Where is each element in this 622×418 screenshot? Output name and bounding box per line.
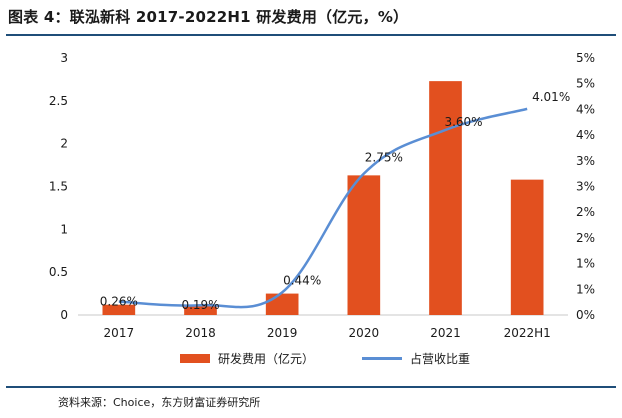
- line-data-label: 0.26%: [100, 295, 138, 309]
- legend-item-bar: 研发费用（亿元）: [180, 350, 314, 367]
- y-right-tick-label: 3%: [576, 154, 595, 168]
- y-right-tick-label: 1%: [576, 257, 595, 271]
- y-left-tick-label: 1: [60, 222, 68, 236]
- y-right-tick-label: 5%: [576, 77, 595, 91]
- x-tick-label: 2017: [104, 326, 135, 340]
- y-right-tick-label: 2%: [576, 205, 595, 219]
- y-right-tick-label: 3%: [576, 180, 595, 194]
- y-left-tick-label: 0: [60, 308, 68, 322]
- line-data-label: 0.19%: [181, 298, 219, 312]
- figure-title: 图表 4：联泓新科 2017-2022H1 研发费用（亿元，%）: [8, 8, 409, 26]
- y-right-tick-label: 5%: [576, 51, 595, 65]
- bar: [429, 81, 462, 315]
- line-data-label: 2.75%: [365, 151, 403, 165]
- y-left-tick-label: 2.5: [49, 94, 68, 108]
- x-tick-label: 2022H1: [504, 326, 551, 340]
- line-data-label: 3.60%: [444, 115, 482, 129]
- bar: [265, 293, 299, 315]
- bar: [102, 304, 136, 315]
- ratio-line: [118, 107, 528, 309]
- bar: [510, 179, 544, 315]
- source-rule: [6, 386, 616, 388]
- y-left-tick-label: 2: [60, 137, 68, 151]
- x-tick-label: 2020: [349, 326, 380, 340]
- bar: [184, 304, 217, 315]
- legend-line-label: 占营收比重: [410, 352, 471, 366]
- combo-chart: 0 0.5 1 1.5 2 2.5 3 0% 1% 1% 2% 2% 3% 3% 4% 4% 5% 5% 2017 2…: [49, 51, 595, 340]
- legend-bar-swatch: [180, 354, 210, 363]
- chart-legend: 研发费用（亿元） 占营收比重: [180, 350, 518, 367]
- y-right-tick-label: 4%: [576, 128, 595, 142]
- title-rule: [6, 34, 616, 36]
- y-right-tick-label: 2%: [576, 231, 595, 245]
- legend-line-swatch: [362, 357, 403, 360]
- y-right-tick-label: 0%: [576, 308, 595, 322]
- x-tick-label: 2019: [267, 326, 298, 340]
- bar: [347, 175, 381, 315]
- x-tick-label: 2021: [430, 326, 461, 340]
- y-right-tick-label: 1%: [576, 282, 595, 296]
- y-left-tick-label: 1.5: [49, 180, 68, 194]
- legend-item-line: 占营收比重: [362, 350, 470, 367]
- legend-bar-label: 研发费用（亿元）: [218, 352, 315, 366]
- line-data-label: 4.01%: [532, 90, 570, 104]
- line-data-label: 0.44%: [283, 273, 321, 287]
- x-tick-label: 2018: [185, 326, 216, 340]
- y-left-tick-label: 3: [60, 51, 68, 65]
- source-note: 资料来源：Choice，东方财富证券研究所: [58, 396, 261, 409]
- y-left-tick-label: 0.5: [49, 265, 68, 279]
- y-right-tick-label: 4%: [576, 102, 595, 116]
